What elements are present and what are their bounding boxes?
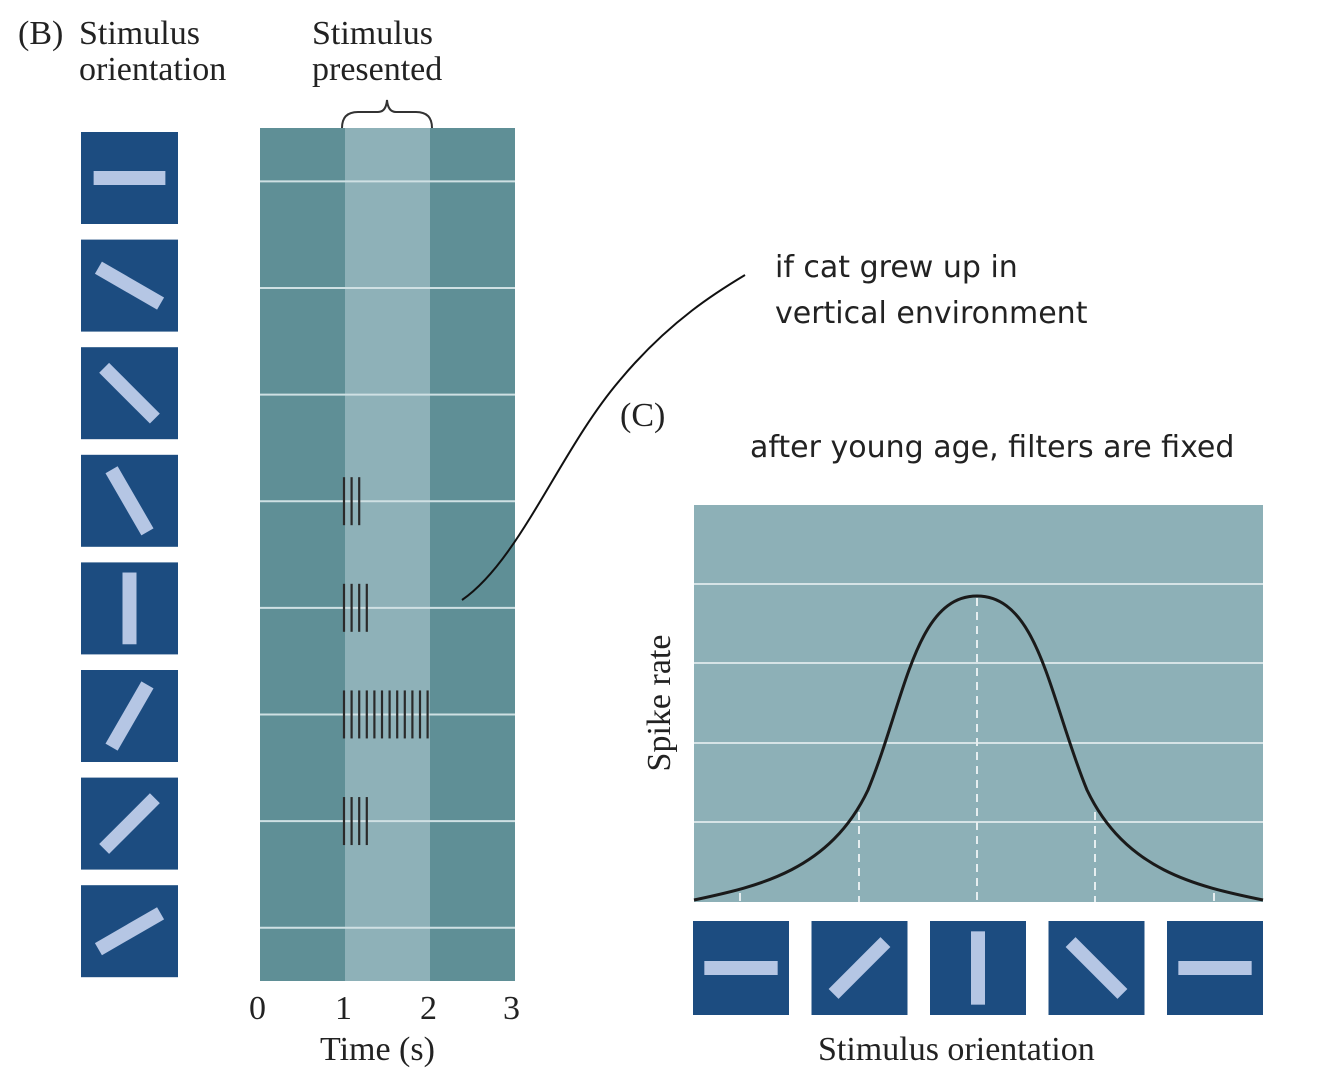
annotation-note-1: if cat grew up in vertical environment [775,245,1087,337]
annotation-connector [461,274,746,601]
panel-c-letter: (C) [620,397,666,434]
orientation-tile-b [81,239,178,332]
orientation-tile-c [1167,921,1263,1015]
orientation-bar [105,466,154,536]
orientation-bar [99,362,160,424]
orientation-header: Stimulus orientation [79,16,226,88]
time-tick-3: 3 [503,990,520,1027]
raster-stimulus-window [345,128,430,981]
stimulus-orientation-label: Stimulus orientation [818,1031,1095,1068]
spike-rate-label: Spike rate [641,634,678,772]
orientation-bar [1178,961,1252,975]
orientation-tile-c [693,921,789,1015]
orientation-tile-b [81,562,178,655]
orientation-bar [704,961,778,975]
orientation-tile-c [930,921,1026,1015]
tuning-dashed-guides [739,598,1215,902]
orientation-tile-c [811,921,908,1015]
time-axis-label: Time (s) [320,1031,435,1068]
presented-header-line1: Stimulus [312,15,433,52]
orientation-bar [105,681,154,751]
raster-pre-stimulus [260,128,345,981]
orientation-bar [122,572,137,645]
orientation-header-line2: orientation [79,51,227,88]
orientation-tile-b [81,885,178,978]
orientation-bar [94,907,165,956]
presented-header-line2: presented [312,51,443,88]
orientation-bar [99,793,160,854]
panel-b-letter: (B) [18,15,64,52]
orientation-tile-b [81,454,178,547]
orientation-bar [93,171,166,185]
orientation-tile-b [81,777,178,870]
tuning-plot-area [694,505,1263,902]
orientation-bar [828,937,891,999]
annotation-note-1-line2: vertical environment [775,296,1088,331]
orientation-bar [94,261,165,310]
orientation-tile-b [81,670,178,762]
orientation-tile-b [81,132,178,224]
orientation-header-line1: Stimulus [79,15,200,52]
annotation-note-1-line1: if cat grew up in [775,250,1018,285]
stimulus-brace [341,99,433,129]
orientation-bar [1065,937,1128,999]
raster-post-stimulus [430,128,515,981]
annotation-note-2: after young age, filters are fixed [750,430,1235,465]
orientation-bar [971,931,985,1005]
time-tick-1: 1 [335,990,352,1027]
time-tick-2: 2 [420,990,437,1027]
orientation-tile-c [1048,921,1145,1015]
orientation-tile-b [81,347,178,440]
tuning-gridlines [694,583,1263,823]
tuning-curve [693,594,1264,902]
time-tick-0: 0 [249,990,266,1027]
presented-header: Stimulus presented [312,16,442,88]
